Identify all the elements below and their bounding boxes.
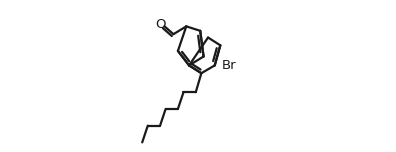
Text: O: O — [155, 18, 166, 31]
Text: Br: Br — [222, 59, 236, 72]
